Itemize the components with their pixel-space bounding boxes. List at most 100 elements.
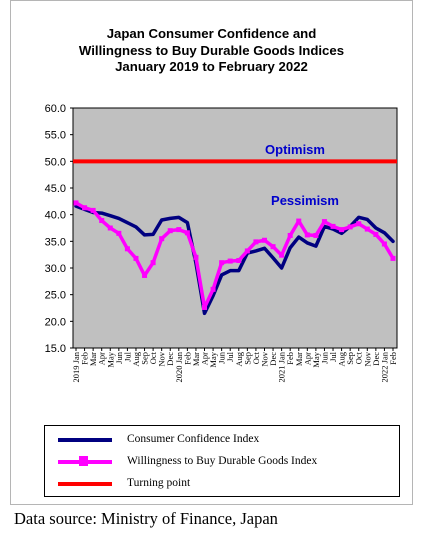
x-tick-label: Feb (388, 352, 398, 365)
data-point-willingness-to-buy (321, 219, 327, 225)
legend-swatch-turning-point (58, 482, 112, 486)
data-point-willingness-to-buy (124, 246, 130, 252)
legend-item-turning-point: Turning point (45, 475, 399, 491)
chart-title-line-3: January 2019 to February 2022 (115, 59, 308, 74)
x-tick-label: Aug (337, 351, 347, 366)
data-point-willingness-to-buy (210, 286, 216, 292)
legend-swatch-consumer-confidence (58, 438, 112, 442)
y-tick-label: 30.0 (45, 263, 66, 275)
data-point-willingness-to-buy (313, 232, 319, 238)
data-point-willingness-to-buy (107, 225, 113, 231)
data-point-willingness-to-buy (99, 218, 105, 224)
data-point-willingness-to-buy (150, 260, 156, 266)
data-point-willingness-to-buy (133, 255, 139, 261)
x-tick-label: Nov (362, 351, 372, 366)
legend-label-willingness-to-buy: Willingness to Buy Durable Goods Index (127, 455, 318, 467)
data-point-willingness-to-buy (304, 232, 310, 238)
x-tick-label: 2019 Jan (71, 351, 81, 382)
y-tick-label: 50.0 (45, 156, 66, 168)
x-tick-label: Oct (251, 351, 261, 364)
y-tick-label: 45.0 (45, 183, 66, 195)
x-tick-label: 2020 Jan (174, 351, 184, 382)
x-tick-label: May (208, 351, 218, 367)
y-tick-label: 15.0 (45, 343, 66, 355)
y-tick-label: 25.0 (45, 290, 66, 302)
data-point-willingness-to-buy (202, 304, 208, 310)
x-tick-label: Oct (148, 351, 158, 364)
annotation-optimism: Optimism (265, 142, 325, 157)
data-point-willingness-to-buy (193, 254, 199, 260)
legend-label-consumer-confidence: Consumer Confidence Index (127, 433, 260, 445)
x-tick-label: Jun (114, 351, 124, 364)
x-tick-label: Dec (371, 352, 381, 366)
x-tick-label: Mar (88, 352, 98, 366)
y-tick-label: 40.0 (45, 210, 66, 222)
data-point-willingness-to-buy (287, 232, 293, 238)
x-tick-label: Mar (294, 352, 304, 366)
data-point-willingness-to-buy (116, 230, 122, 236)
y-tick-label: 60.0 (45, 103, 66, 115)
data-point-willingness-to-buy (159, 236, 165, 242)
x-tick-label: May (311, 351, 321, 367)
x-tick-label: Jul (225, 351, 235, 362)
x-tick-label: 2021 Jan (277, 351, 287, 382)
x-tick-label: Sep (242, 352, 252, 365)
legend-item-consumer-confidence: Consumer Confidence Index (45, 431, 399, 447)
legend-label-turning-point: Turning point (127, 477, 191, 489)
data-point-willingness-to-buy (82, 205, 88, 211)
data-point-willingness-to-buy (270, 244, 276, 250)
data-point-willingness-to-buy (236, 258, 242, 264)
x-tick-label: Apr (302, 352, 312, 365)
x-tick-label: 2022 Jan (379, 351, 389, 382)
y-tick-label: 35.0 (45, 236, 66, 248)
x-tick-label: Jun (217, 351, 227, 364)
chart-title: Japan Consumer Confidence and Willingnes… (10, 26, 413, 76)
data-point-willingness-to-buy (364, 226, 370, 232)
x-tick-label: Sep (140, 352, 150, 365)
x-tick-label: Apr (200, 352, 210, 365)
data-point-willingness-to-buy (73, 200, 79, 206)
legend-item-willingness-to-buy: Willingness to Buy Durable Goods Index (45, 453, 399, 469)
data-point-willingness-to-buy (296, 218, 302, 224)
x-tick-label: Aug (234, 351, 244, 366)
line-chart: 60.0 55.0 50.0 45.0 40.0 35.0 30.0 25.0 20.0 15.0… (45, 103, 398, 382)
data-point-willingness-to-buy (90, 207, 96, 213)
x-tick-label: Jun (319, 351, 329, 364)
x-tick-label: Nov (157, 351, 167, 366)
data-point-willingness-to-buy (339, 227, 345, 233)
data-point-willingness-to-buy (279, 252, 285, 258)
chart-title-line-2: Willingness to Buy Durable Goods Indices (78, 42, 345, 58)
y-tick-label: 55.0 (45, 130, 66, 142)
x-tick-label: Dec (268, 352, 278, 366)
x-tick-label: Sep (345, 352, 355, 365)
data-point-willingness-to-buy (356, 221, 362, 227)
data-point-willingness-to-buy (330, 223, 336, 229)
x-tick-label: Oct (354, 351, 364, 364)
x-tick-label: Jul (122, 351, 132, 362)
legend-marker-willingness-to-buy (79, 456, 88, 466)
data-point-willingness-to-buy (390, 255, 396, 261)
x-tick-label: Feb (285, 352, 295, 365)
data-point-willingness-to-buy (253, 239, 259, 245)
data-point-willingness-to-buy (227, 258, 233, 264)
chart-legend: Consumer Confidence Index Willingness to… (44, 425, 400, 497)
chart-title-line-1: Japan Consumer Confidence and (106, 26, 317, 41)
data-point-willingness-to-buy (176, 227, 182, 233)
series-line-consumer-confidence (74, 204, 395, 316)
x-tick-label: Aug (131, 351, 141, 366)
x-tick-label: May (105, 351, 115, 367)
x-tick-label: Jul (328, 351, 338, 362)
x-tick-label: Apr (97, 352, 107, 365)
annotation-pessimism: Pessimism (271, 193, 339, 208)
x-tick-label: Nov (259, 351, 269, 366)
data-point-willingness-to-buy (373, 231, 379, 237)
x-tick-label: Dec (165, 352, 175, 366)
data-point-willingness-to-buy (142, 272, 148, 278)
data-point-willingness-to-buy (219, 260, 225, 266)
data-point-willingness-to-buy (184, 230, 190, 236)
x-tick-label: Feb (182, 352, 192, 365)
y-tick-label: 20.0 (45, 316, 66, 328)
x-tick-label: Feb (80, 352, 90, 365)
data-point-willingness-to-buy (167, 228, 173, 234)
x-tick-label: Mar (191, 352, 201, 366)
